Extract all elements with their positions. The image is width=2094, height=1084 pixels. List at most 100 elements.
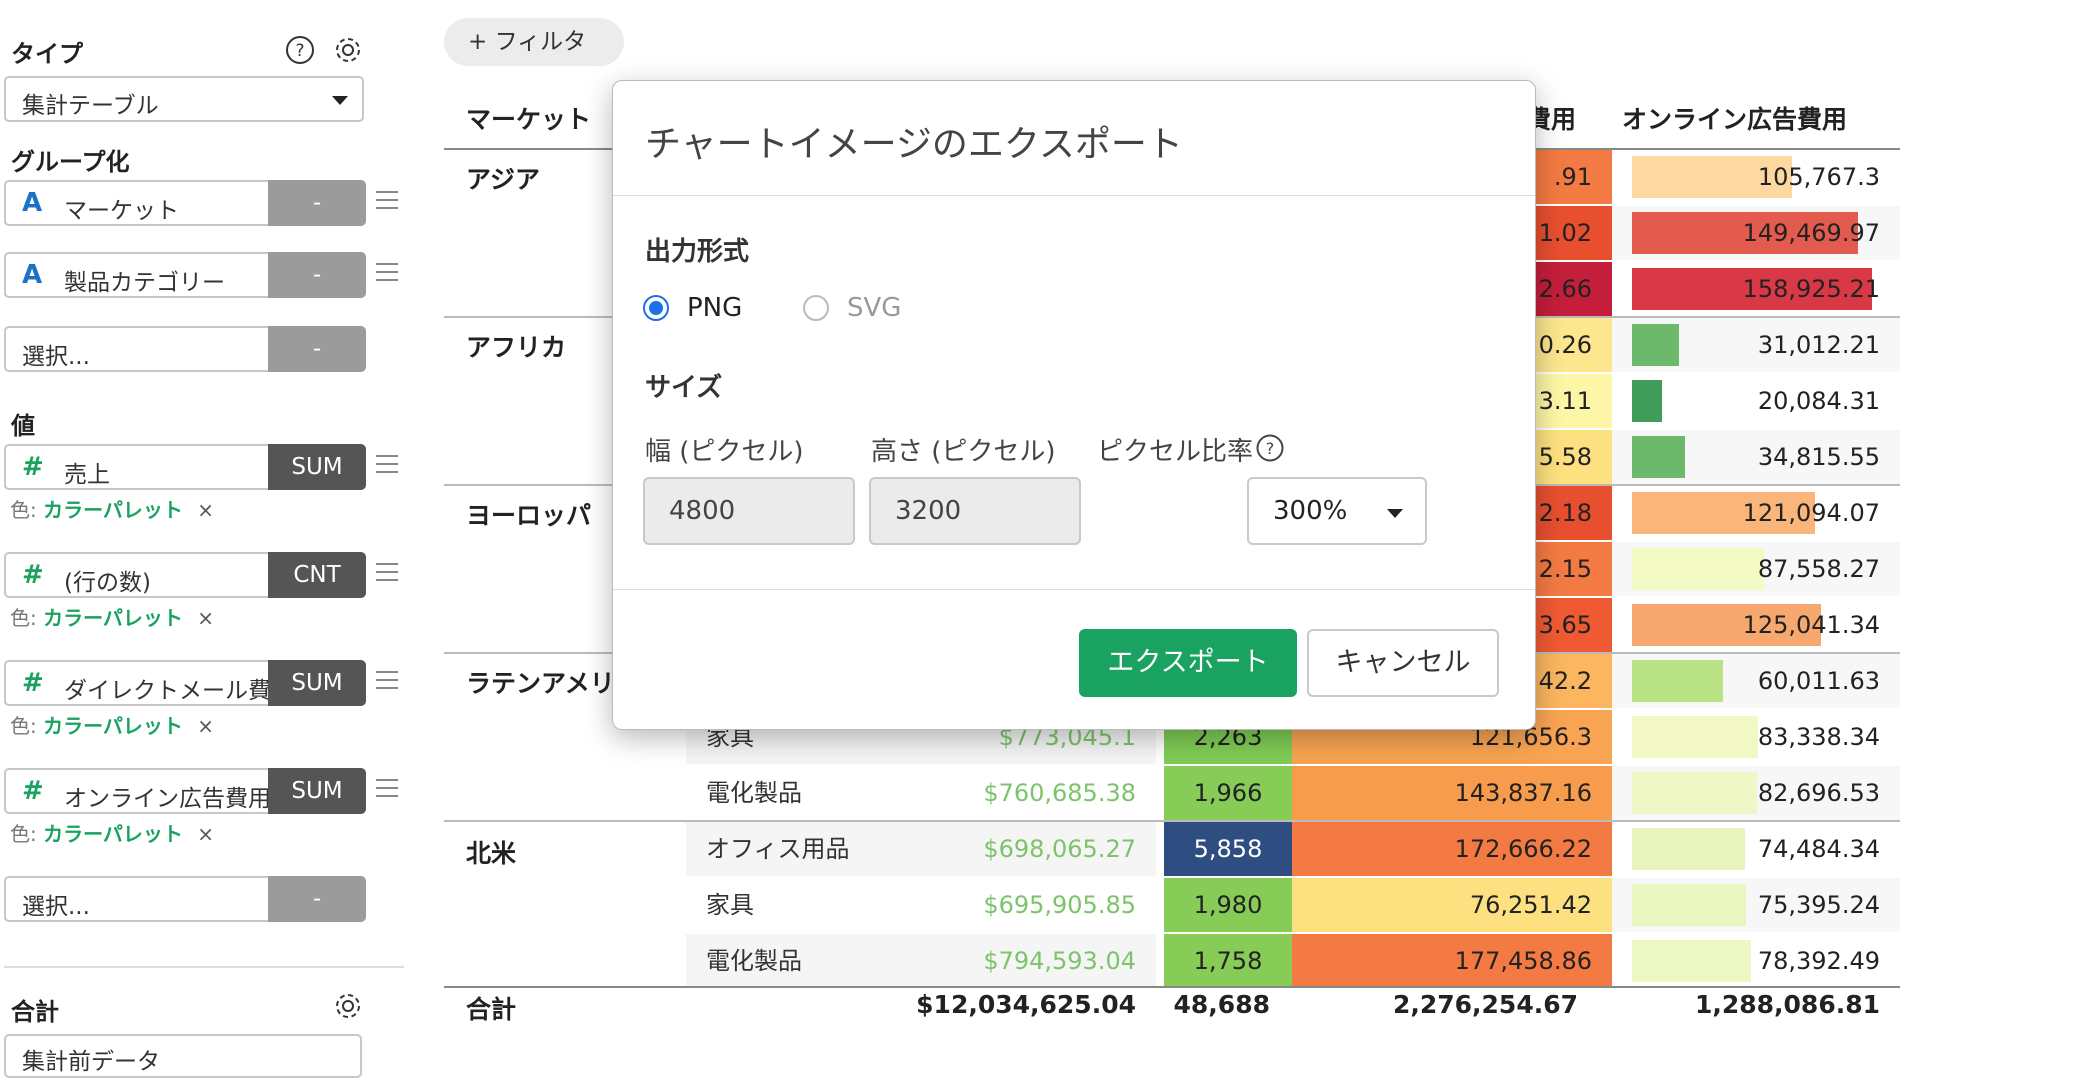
group-label-north-america: 北米 [466, 839, 517, 868]
category-cell: 家具 [706, 891, 754, 919]
export-button[interactable]: エクスポート [1079, 629, 1297, 697]
field-name: 選択... [22, 894, 90, 920]
total-direct-mail: 2,276,254.67 [1392, 990, 1578, 1019]
agg-button[interactable]: - [268, 252, 366, 298]
help-icon[interactable]: ? [284, 34, 316, 66]
agg-button[interactable]: - [268, 876, 366, 922]
count-cell: 1,966 [1164, 766, 1292, 820]
gear-icon[interactable] [332, 990, 364, 1022]
group-field-select[interactable]: 選択... - [4, 326, 400, 372]
width-label: 幅 (ピクセル) [645, 437, 804, 467]
number-type-icon: # [22, 560, 44, 590]
drag-handle-icon[interactable] [376, 563, 398, 583]
agg-button[interactable]: SUM [268, 660, 366, 706]
online-ad-value: 75,395.24 [1757, 891, 1880, 919]
online-ad-cell: 105,767.3 [1612, 150, 1900, 204]
row-stripe [686, 934, 1156, 988]
online-ad-bar [1632, 436, 1685, 478]
export-image-dialog: チャートイメージのエクスポート 出力形式 PNG SVG サイズ 幅 (ピクセル… [612, 80, 1536, 730]
field-box[interactable]: # 売上 [4, 444, 268, 490]
chevron-down-icon [1387, 509, 1403, 518]
png-radio-label[interactable]: PNG [687, 293, 743, 323]
color-palette-link[interactable]: カラーパレット [43, 714, 183, 738]
drag-handle-icon[interactable] [376, 455, 398, 475]
cancel-button[interactable]: キャンセル [1307, 629, 1499, 697]
column-header-online-ad[interactable]: オンライン広告費用 [1622, 105, 1848, 134]
online-ad-bar [1632, 828, 1745, 870]
value-field-online-ad[interactable]: # オンライン広告費用 SUM [4, 768, 400, 814]
online-ad-cell: 158,925.21 [1612, 262, 1900, 316]
total-divider [444, 986, 1900, 988]
color-setting: 色: カラーパレット × [10, 710, 214, 739]
column-header-market[interactable]: マーケット [466, 105, 592, 134]
pixel-ratio-select[interactable]: 300% [1247, 477, 1427, 545]
value-field-sales[interactable]: # 売上 SUM [4, 444, 400, 490]
online-ad-value: 83,338.34 [1757, 723, 1880, 751]
drag-handle-icon[interactable] [376, 263, 398, 283]
width-input[interactable]: 4800 [643, 477, 855, 545]
online-ad-cell: 60,011.63 [1612, 654, 1900, 708]
field-name: オンライン広告費用 [64, 786, 268, 812]
color-palette-link[interactable]: カラーパレット [43, 498, 183, 522]
agg-button[interactable]: - [268, 180, 366, 226]
drag-handle-icon[interactable] [376, 191, 398, 211]
field-name: 選択... [22, 344, 90, 370]
online-ad-value: 105,767.3 [1757, 163, 1880, 191]
online-ad-bar [1632, 156, 1792, 198]
total-select[interactable]: 集計前データ [4, 1034, 362, 1078]
help-icon[interactable]: ? [1255, 433, 1285, 463]
gear-icon[interactable] [332, 34, 364, 66]
direct-mail-cell: 3.65 [1536, 598, 1612, 652]
close-icon[interactable]: × [197, 822, 215, 846]
add-filter-button[interactable]: + フィルタ [444, 18, 624, 66]
group-field-market[interactable]: A マーケット - [4, 180, 400, 226]
text-type-icon: A [22, 188, 43, 218]
close-icon[interactable]: × [197, 498, 215, 522]
color-label: 色: [10, 714, 37, 738]
field-box[interactable]: # ダイレクトメール費用 [4, 660, 268, 706]
agg-button[interactable]: CNT [268, 552, 366, 598]
field-box[interactable]: 選択... [4, 876, 268, 922]
direct-mail-cell: 177,458.86 [1292, 934, 1612, 988]
online-ad-cell: 74,484.34 [1612, 822, 1900, 876]
close-icon[interactable]: × [197, 606, 215, 630]
online-ad-bar [1632, 268, 1872, 310]
value-field-direct-mail[interactable]: # ダイレクトメール費用 SUM [4, 660, 400, 706]
row-stripe [686, 766, 1156, 820]
agg-button[interactable]: SUM [268, 444, 366, 490]
png-radio[interactable] [643, 295, 669, 321]
field-box[interactable]: 選択... [4, 326, 268, 372]
values-title: 値 [11, 412, 35, 440]
field-box[interactable]: A マーケット [4, 180, 268, 226]
type-title: タイプ [11, 40, 83, 68]
direct-mail-cell: 143,837.16 [1292, 766, 1612, 820]
online-ad-cell: 20,084.31 [1612, 374, 1900, 428]
color-palette-link[interactable]: カラーパレット [43, 606, 183, 630]
color-setting: 色: カラーパレット × [10, 818, 214, 847]
drag-handle-icon[interactable] [376, 779, 398, 799]
online-ad-bar [1632, 940, 1751, 982]
drag-handle-icon[interactable] [376, 671, 398, 691]
color-palette-link[interactable]: カラーパレット [43, 822, 183, 846]
value-field-select[interactable]: 選択... - [4, 876, 400, 922]
svg-radio-label[interactable]: SVG [847, 293, 902, 323]
height-input[interactable]: 3200 [869, 477, 1081, 545]
group-label-europe: ヨーロッパ [466, 501, 592, 530]
chart-type-select[interactable]: 集計テーブル [4, 76, 364, 122]
field-name: ダイレクトメール費用 [64, 678, 268, 704]
agg-button[interactable]: SUM [268, 768, 366, 814]
group-divider [444, 820, 1900, 822]
svg-radio[interactable] [803, 295, 829, 321]
field-box[interactable]: # オンライン広告費用 [4, 768, 268, 814]
close-icon[interactable]: × [197, 714, 215, 738]
online-ad-cell: 125,041.34 [1612, 598, 1900, 652]
group-field-category[interactable]: A 製品カテゴリー - [4, 252, 400, 298]
value-field-count[interactable]: # (行の数) CNT [4, 552, 400, 598]
online-ad-cell: 31,012.21 [1612, 318, 1900, 372]
online-ad-bar [1632, 324, 1679, 366]
agg-button[interactable]: - [268, 326, 366, 372]
color-label: 色: [10, 498, 37, 522]
field-box[interactable]: # (行の数) [4, 552, 268, 598]
field-box[interactable]: A 製品カテゴリー [4, 252, 268, 298]
direct-mail-cell: .91 [1536, 150, 1612, 204]
